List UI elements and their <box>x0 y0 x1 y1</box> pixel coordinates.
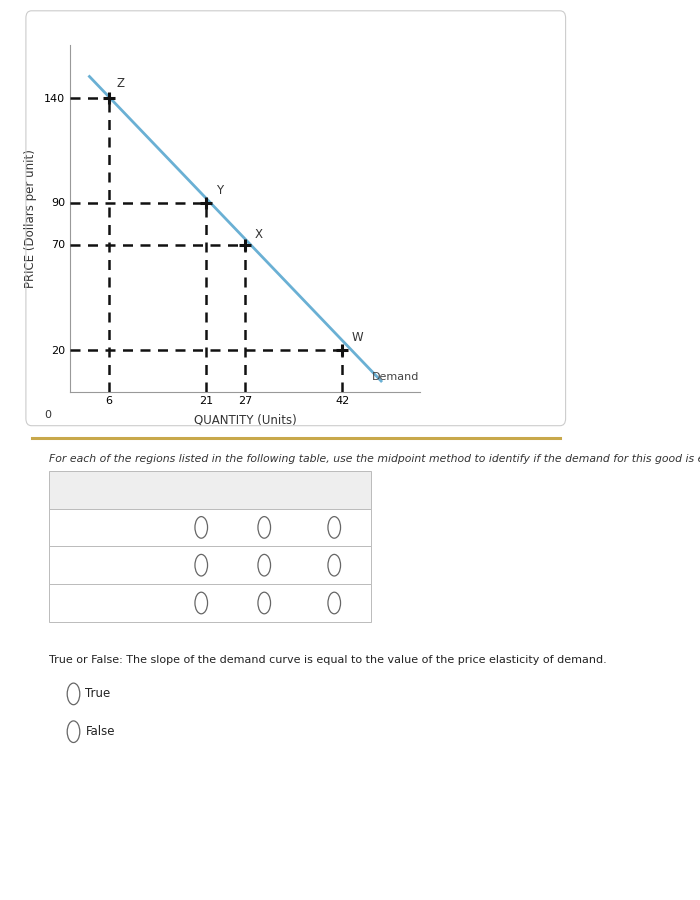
Text: Y: Y <box>216 184 223 197</box>
Text: Between W and X: Between W and X <box>53 522 153 533</box>
Text: Region: Region <box>53 484 97 495</box>
Y-axis label: PRICE (Dollars per unit): PRICE (Dollars per unit) <box>24 148 37 288</box>
Text: Unit Elastic: Unit Elastic <box>299 484 370 495</box>
X-axis label: QUANTITY (Units): QUANTITY (Units) <box>194 413 296 427</box>
Text: Z: Z <box>117 77 125 90</box>
Text: W: W <box>352 331 363 344</box>
Text: Between X and Y: Between X and Y <box>53 598 148 608</box>
Text: Inelastic: Inelastic <box>238 484 290 495</box>
Text: False: False <box>85 725 115 738</box>
Text: Elastic: Elastic <box>181 484 222 495</box>
Text: elastic, or inelastic.: elastic, or inelastic. <box>49 474 155 484</box>
Text: X: X <box>255 229 262 241</box>
Text: True: True <box>85 688 111 700</box>
Text: True or False: The slope of the demand curve is equal to the value of the price : True or False: The slope of the demand c… <box>49 655 607 665</box>
Text: 0: 0 <box>44 410 51 420</box>
Text: For each of the regions listed in the following table, use the midpoint method t: For each of the regions listed in the fo… <box>49 454 700 464</box>
Text: Between Y and Z: Between Y and Z <box>53 560 148 571</box>
Text: Demand: Demand <box>372 372 419 382</box>
